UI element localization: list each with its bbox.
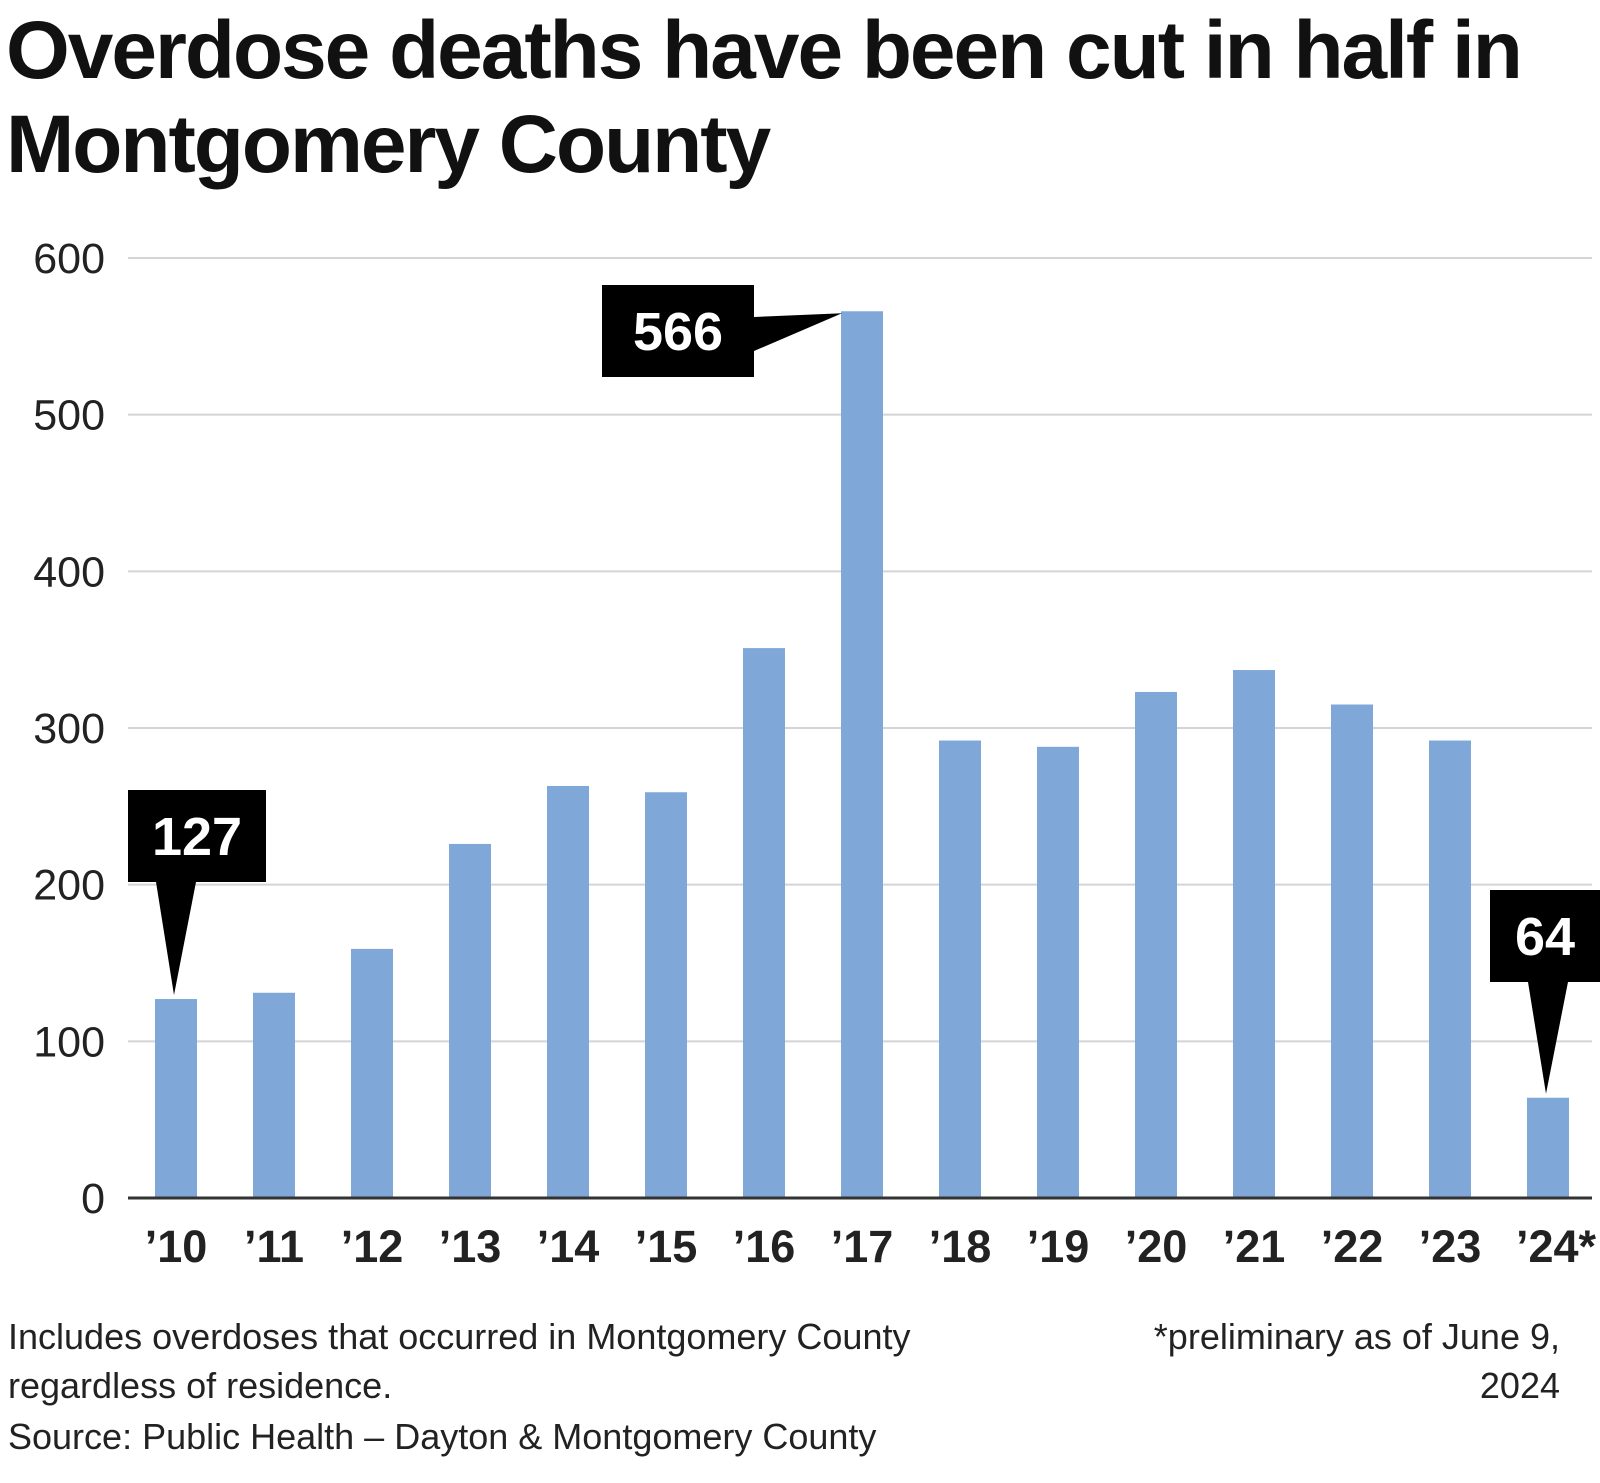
x-tick-label: ’10 (145, 1221, 208, 1272)
callout-box (602, 285, 754, 377)
bar (1135, 691, 1177, 1198)
x-tick-label: ’21 (1223, 1221, 1286, 1272)
x-tick-label: ’12 (341, 1221, 404, 1272)
includes-note: Includes overdoses that occurred in Mont… (8, 1316, 911, 1406)
x-tick-label: ’11 (244, 1221, 304, 1272)
bar (351, 948, 393, 1198)
bar (1037, 746, 1079, 1198)
bar (743, 648, 785, 1198)
y-tick-label: 100 (33, 1018, 105, 1066)
y-tick-label: 300 (33, 705, 105, 753)
callout-box (1490, 890, 1600, 982)
source-note: Source: Public Health – Dayton & Montgom… (8, 1416, 877, 1457)
data-label: 64 (1515, 907, 1575, 967)
x-tick-label: ’23 (1419, 1221, 1482, 1272)
bar (645, 792, 687, 1198)
callout-pointer (156, 882, 196, 996)
bar (253, 992, 295, 1198)
bar (1429, 740, 1471, 1198)
x-tick-label: ’13 (439, 1221, 502, 1272)
bar (547, 785, 589, 1198)
x-tick-label: ’22 (1321, 1221, 1384, 1272)
bar (1527, 1097, 1569, 1198)
chart-title: Overdose deaths have been cut in half in… (6, 5, 1523, 190)
preliminary-note: *preliminary as of June 9, 2024 (1153, 1316, 1560, 1406)
x-tick-label: ’19 (1027, 1221, 1090, 1272)
x-tick-label: ’24* (1516, 1221, 1597, 1272)
x-tick-label: ’14 (537, 1221, 600, 1272)
callout-pointer (1528, 982, 1568, 1094)
bar (1331, 704, 1373, 1198)
bar (1233, 670, 1275, 1198)
x-tick-label: ’16 (733, 1221, 796, 1272)
y-tick-label: 0 (81, 1175, 105, 1223)
y-tick-label: 400 (33, 548, 105, 596)
callout: 64 (1490, 890, 1600, 1094)
callout-pointer (754, 313, 842, 351)
y-tick-label: 600 (33, 235, 105, 283)
x-tick-label: ’18 (929, 1221, 992, 1272)
callout-box (128, 790, 266, 882)
y-axis-ticks: 0 100 200 300 400 500 600 (33, 235, 105, 1223)
bars (155, 311, 1569, 1198)
data-label: 127 (152, 807, 242, 867)
bar (449, 843, 491, 1198)
x-axis-ticks: ’10 ’11 ’12 ’13 ’14 ’15 ’16 ’17 ’18 ’19 ’20 ’21 ’22 ’… (145, 1221, 1597, 1272)
callout: 127 (128, 790, 266, 996)
callout: 566 (602, 285, 842, 377)
y-tick-label: 200 (33, 862, 105, 910)
x-tick-label: ’20 (1125, 1221, 1188, 1272)
callouts: 127 566 64 (128, 285, 1600, 1094)
bar (155, 999, 197, 1198)
bar (841, 311, 883, 1198)
data-label: 566 (633, 302, 723, 362)
x-tick-label: ’17 (831, 1221, 894, 1272)
bar (939, 740, 981, 1198)
x-tick-label: ’15 (635, 1221, 698, 1272)
y-tick-label: 500 (33, 392, 105, 440)
